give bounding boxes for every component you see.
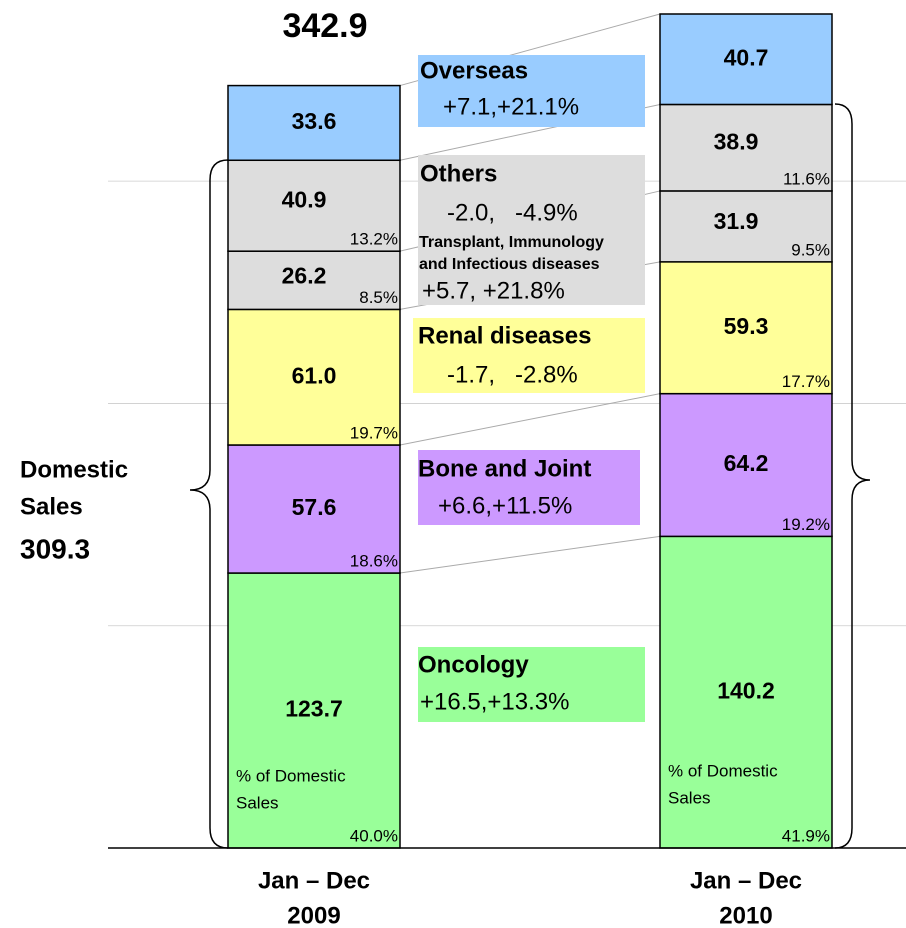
connector — [399, 393, 661, 446]
value-label: 40.9 — [282, 186, 327, 212]
share-label: 18.6% — [350, 552, 398, 571]
bar-segment — [227, 572, 401, 849]
note: Sales — [236, 793, 279, 812]
share-label: 13.2% — [350, 230, 398, 249]
domestic-label: Sales — [20, 493, 83, 520]
bar-segment — [659, 261, 833, 395]
x-tick-label: 2010 — [719, 902, 772, 928]
share-label: 19.2% — [782, 515, 830, 534]
bar-segment — [659, 535, 833, 849]
note: % of Domestic — [236, 766, 346, 785]
label-box — [418, 450, 640, 525]
brace — [834, 103, 871, 849]
note: % of Domestic — [668, 761, 778, 780]
value-label: 123.7 — [285, 696, 343, 722]
value-label: 26.2 — [282, 262, 327, 288]
share-label: 9.5% — [791, 240, 830, 259]
value-label: 33.6 — [292, 108, 337, 134]
value-label: 57.6 — [292, 494, 337, 520]
bar-segment — [227, 250, 401, 311]
change: +5.7, +21.8% — [422, 277, 565, 304]
domestic-label: Domestic — [20, 456, 128, 483]
label-box — [413, 318, 645, 393]
share-label: 40.0% — [350, 826, 398, 845]
change-labels: Overseas +7.1,+21.1% Others -2.0, -4.9% … — [413, 55, 645, 722]
share-label: 11.6% — [783, 169, 830, 188]
total: 342.9 — [282, 7, 367, 45]
series-name: Oncology — [418, 651, 529, 678]
label-box — [418, 55, 645, 127]
series-name: Bone and Joint — [418, 455, 591, 482]
label-box — [418, 647, 645, 722]
note: Sales — [668, 788, 711, 807]
connector — [399, 535, 661, 574]
change: -2.0, -4.9% — [447, 199, 578, 226]
share-label: 8.5% — [359, 288, 398, 307]
brace — [189, 159, 229, 849]
bar-segment — [227, 308, 401, 446]
change: -1.7, -2.8% — [447, 361, 578, 388]
value-label: 38.9 — [714, 128, 759, 154]
label-box — [418, 155, 645, 305]
share-label: 19.7% — [350, 423, 398, 442]
change: +6.6,+11.5% — [438, 492, 572, 519]
x-tick-label: 2009 — [287, 902, 340, 928]
bar-segment — [659, 13, 833, 106]
value-label: 40.7 — [724, 44, 769, 70]
share-label: 17.7% — [782, 372, 830, 391]
change: +16.5,+13.3% — [420, 688, 569, 715]
value-label: 64.2 — [724, 450, 769, 476]
share-label: 41.9% — [782, 826, 830, 845]
bar-segment — [227, 84, 401, 162]
value-label: 31.9 — [714, 208, 759, 234]
change: +7.1,+21.1% — [443, 93, 579, 120]
bar-segment — [227, 159, 401, 252]
series-name: Others — [420, 160, 497, 187]
series-name: Renal diseases — [418, 322, 591, 349]
x-tick-label: Jan – Dec — [690, 867, 802, 894]
bar-segment — [659, 190, 833, 263]
bar-segment — [659, 392, 833, 538]
value-label: 61.0 — [292, 362, 337, 388]
value-label: 59.3 — [724, 313, 769, 339]
series-name: Overseas — [420, 57, 528, 84]
domestic-total: 309.3 — [20, 533, 90, 564]
value-label: 140.2 — [717, 677, 775, 703]
series-name: Transplant, Immunology — [419, 234, 604, 251]
bars: 123.7 40.0% 140.2 41.9% 57.6 18.6% 64.2 19.2% 61… — [227, 13, 833, 849]
x-tick-label: Jan – Dec — [258, 867, 370, 894]
series-name: and Infectious diseases — [419, 256, 600, 273]
bar-segment — [659, 103, 833, 192]
